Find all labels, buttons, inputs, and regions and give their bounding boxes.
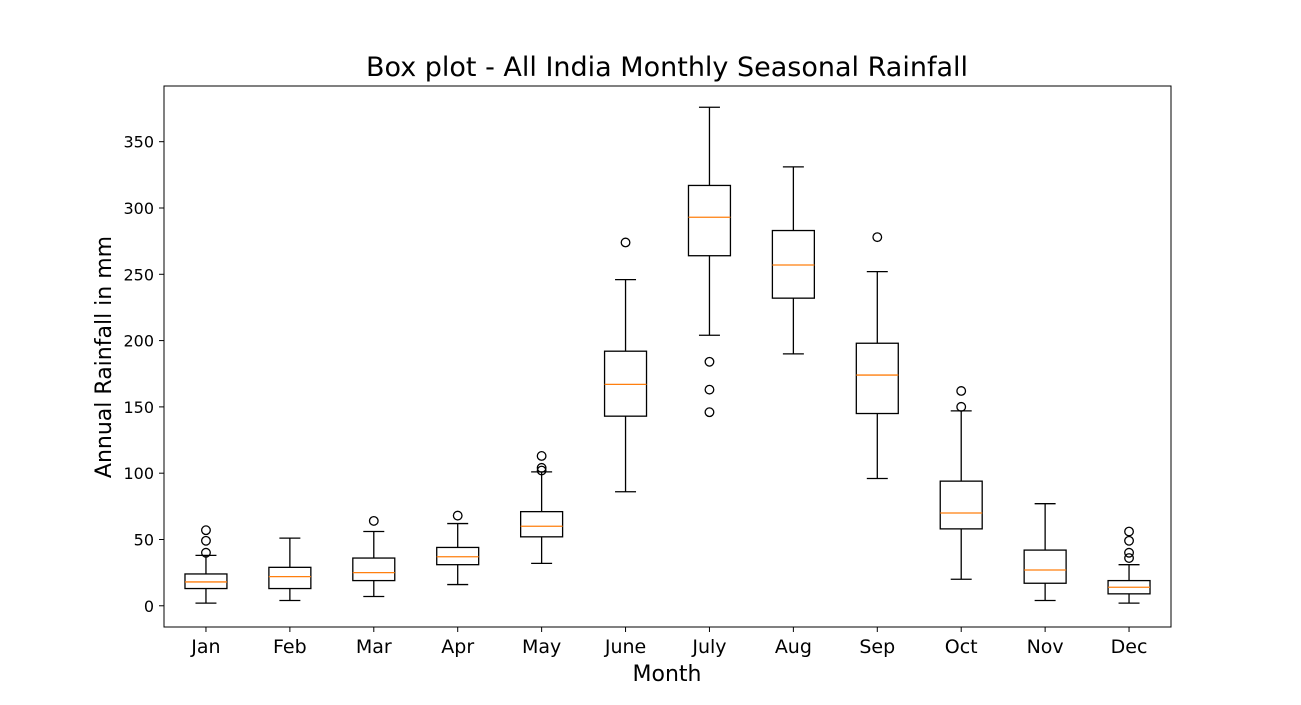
outlier-point bbox=[536, 465, 547, 476]
y-tick-label: 100 bbox=[123, 464, 154, 483]
outlier-point bbox=[704, 407, 715, 418]
box-apr bbox=[436, 510, 480, 586]
box-sep bbox=[855, 232, 899, 480]
x-tick-label: June bbox=[604, 636, 646, 658]
outlier-point bbox=[536, 450, 547, 461]
iqr-box bbox=[519, 510, 564, 538]
iqr-box bbox=[184, 573, 228, 590]
x-tick-label: Aug bbox=[775, 636, 812, 658]
outlier-point bbox=[201, 547, 211, 558]
x-tick-label: Sep bbox=[859, 636, 895, 658]
y-tick-label: 200 bbox=[123, 332, 154, 351]
y-tick-label: 50 bbox=[134, 530, 154, 549]
y-tick-label: 300 bbox=[123, 199, 154, 218]
outlier-point bbox=[452, 510, 463, 521]
x-tick-label: May bbox=[522, 636, 561, 658]
box-oct bbox=[939, 386, 983, 580]
x-tick-label: Feb bbox=[273, 636, 307, 658]
box-june bbox=[603, 237, 648, 493]
box-feb bbox=[268, 537, 312, 602]
y-tick-label: 350 bbox=[123, 133, 154, 152]
box-aug bbox=[771, 166, 816, 355]
outlier-point bbox=[956, 401, 967, 412]
outlier-point bbox=[704, 384, 715, 395]
box-series bbox=[184, 106, 1151, 604]
y-axis-label: Annual Rainfall in mm bbox=[92, 236, 117, 478]
iqr-box bbox=[603, 350, 648, 417]
box-jan bbox=[184, 525, 228, 604]
box-may bbox=[519, 450, 564, 565]
iqr-box bbox=[268, 566, 312, 590]
y-tick-label: 150 bbox=[123, 398, 154, 417]
y-tick-label: 0 bbox=[144, 597, 154, 616]
outlier-point bbox=[1124, 553, 1134, 563]
x-tick-label: Oct bbox=[945, 636, 978, 658]
iqr-box bbox=[436, 546, 480, 566]
iqr-box bbox=[939, 480, 983, 530]
box-july bbox=[687, 106, 732, 418]
y-tick-label: 250 bbox=[123, 265, 154, 284]
y-axis: 0 50 100 150 200 250 300 350 bbox=[123, 133, 164, 616]
iqr-box bbox=[687, 184, 732, 257]
x-tick-label: Nov bbox=[1027, 636, 1064, 658]
x-tick-label: Mar bbox=[356, 636, 392, 658]
x-axis-label: Month bbox=[633, 662, 702, 687]
iqr-box bbox=[855, 342, 899, 415]
iqr-box bbox=[1023, 549, 1067, 584]
outlier-point bbox=[620, 237, 631, 248]
outlier-point bbox=[1124, 526, 1134, 537]
outlier-point bbox=[201, 535, 211, 546]
outlier-point bbox=[1124, 547, 1134, 558]
outlier-point bbox=[368, 515, 379, 526]
iqr-box bbox=[352, 557, 396, 582]
x-tick-label: Dec bbox=[1111, 636, 1148, 658]
outlier-point bbox=[872, 232, 883, 243]
outlier-point bbox=[1124, 535, 1134, 546]
outlier-point bbox=[704, 356, 715, 367]
outlier-point bbox=[536, 462, 547, 473]
box-dec bbox=[1107, 526, 1151, 604]
outlier-point bbox=[956, 386, 967, 396]
iqr-box bbox=[771, 229, 816, 299]
outlier-point bbox=[201, 525, 211, 536]
box-mar bbox=[352, 515, 396, 598]
plot-area-frame bbox=[163, 85, 1172, 628]
box-nov bbox=[1023, 503, 1067, 602]
x-axis: Jan Feb Mar Apr May June July Aug Sep Oct Nov Dec bbox=[190, 627, 1147, 658]
x-tick-label: July bbox=[691, 636, 726, 658]
x-tick-label: Apr bbox=[441, 636, 474, 658]
chart-title: Box plot - All India Monthly Seasonal Ra… bbox=[366, 52, 968, 83]
x-tick-label: Jan bbox=[190, 636, 220, 658]
